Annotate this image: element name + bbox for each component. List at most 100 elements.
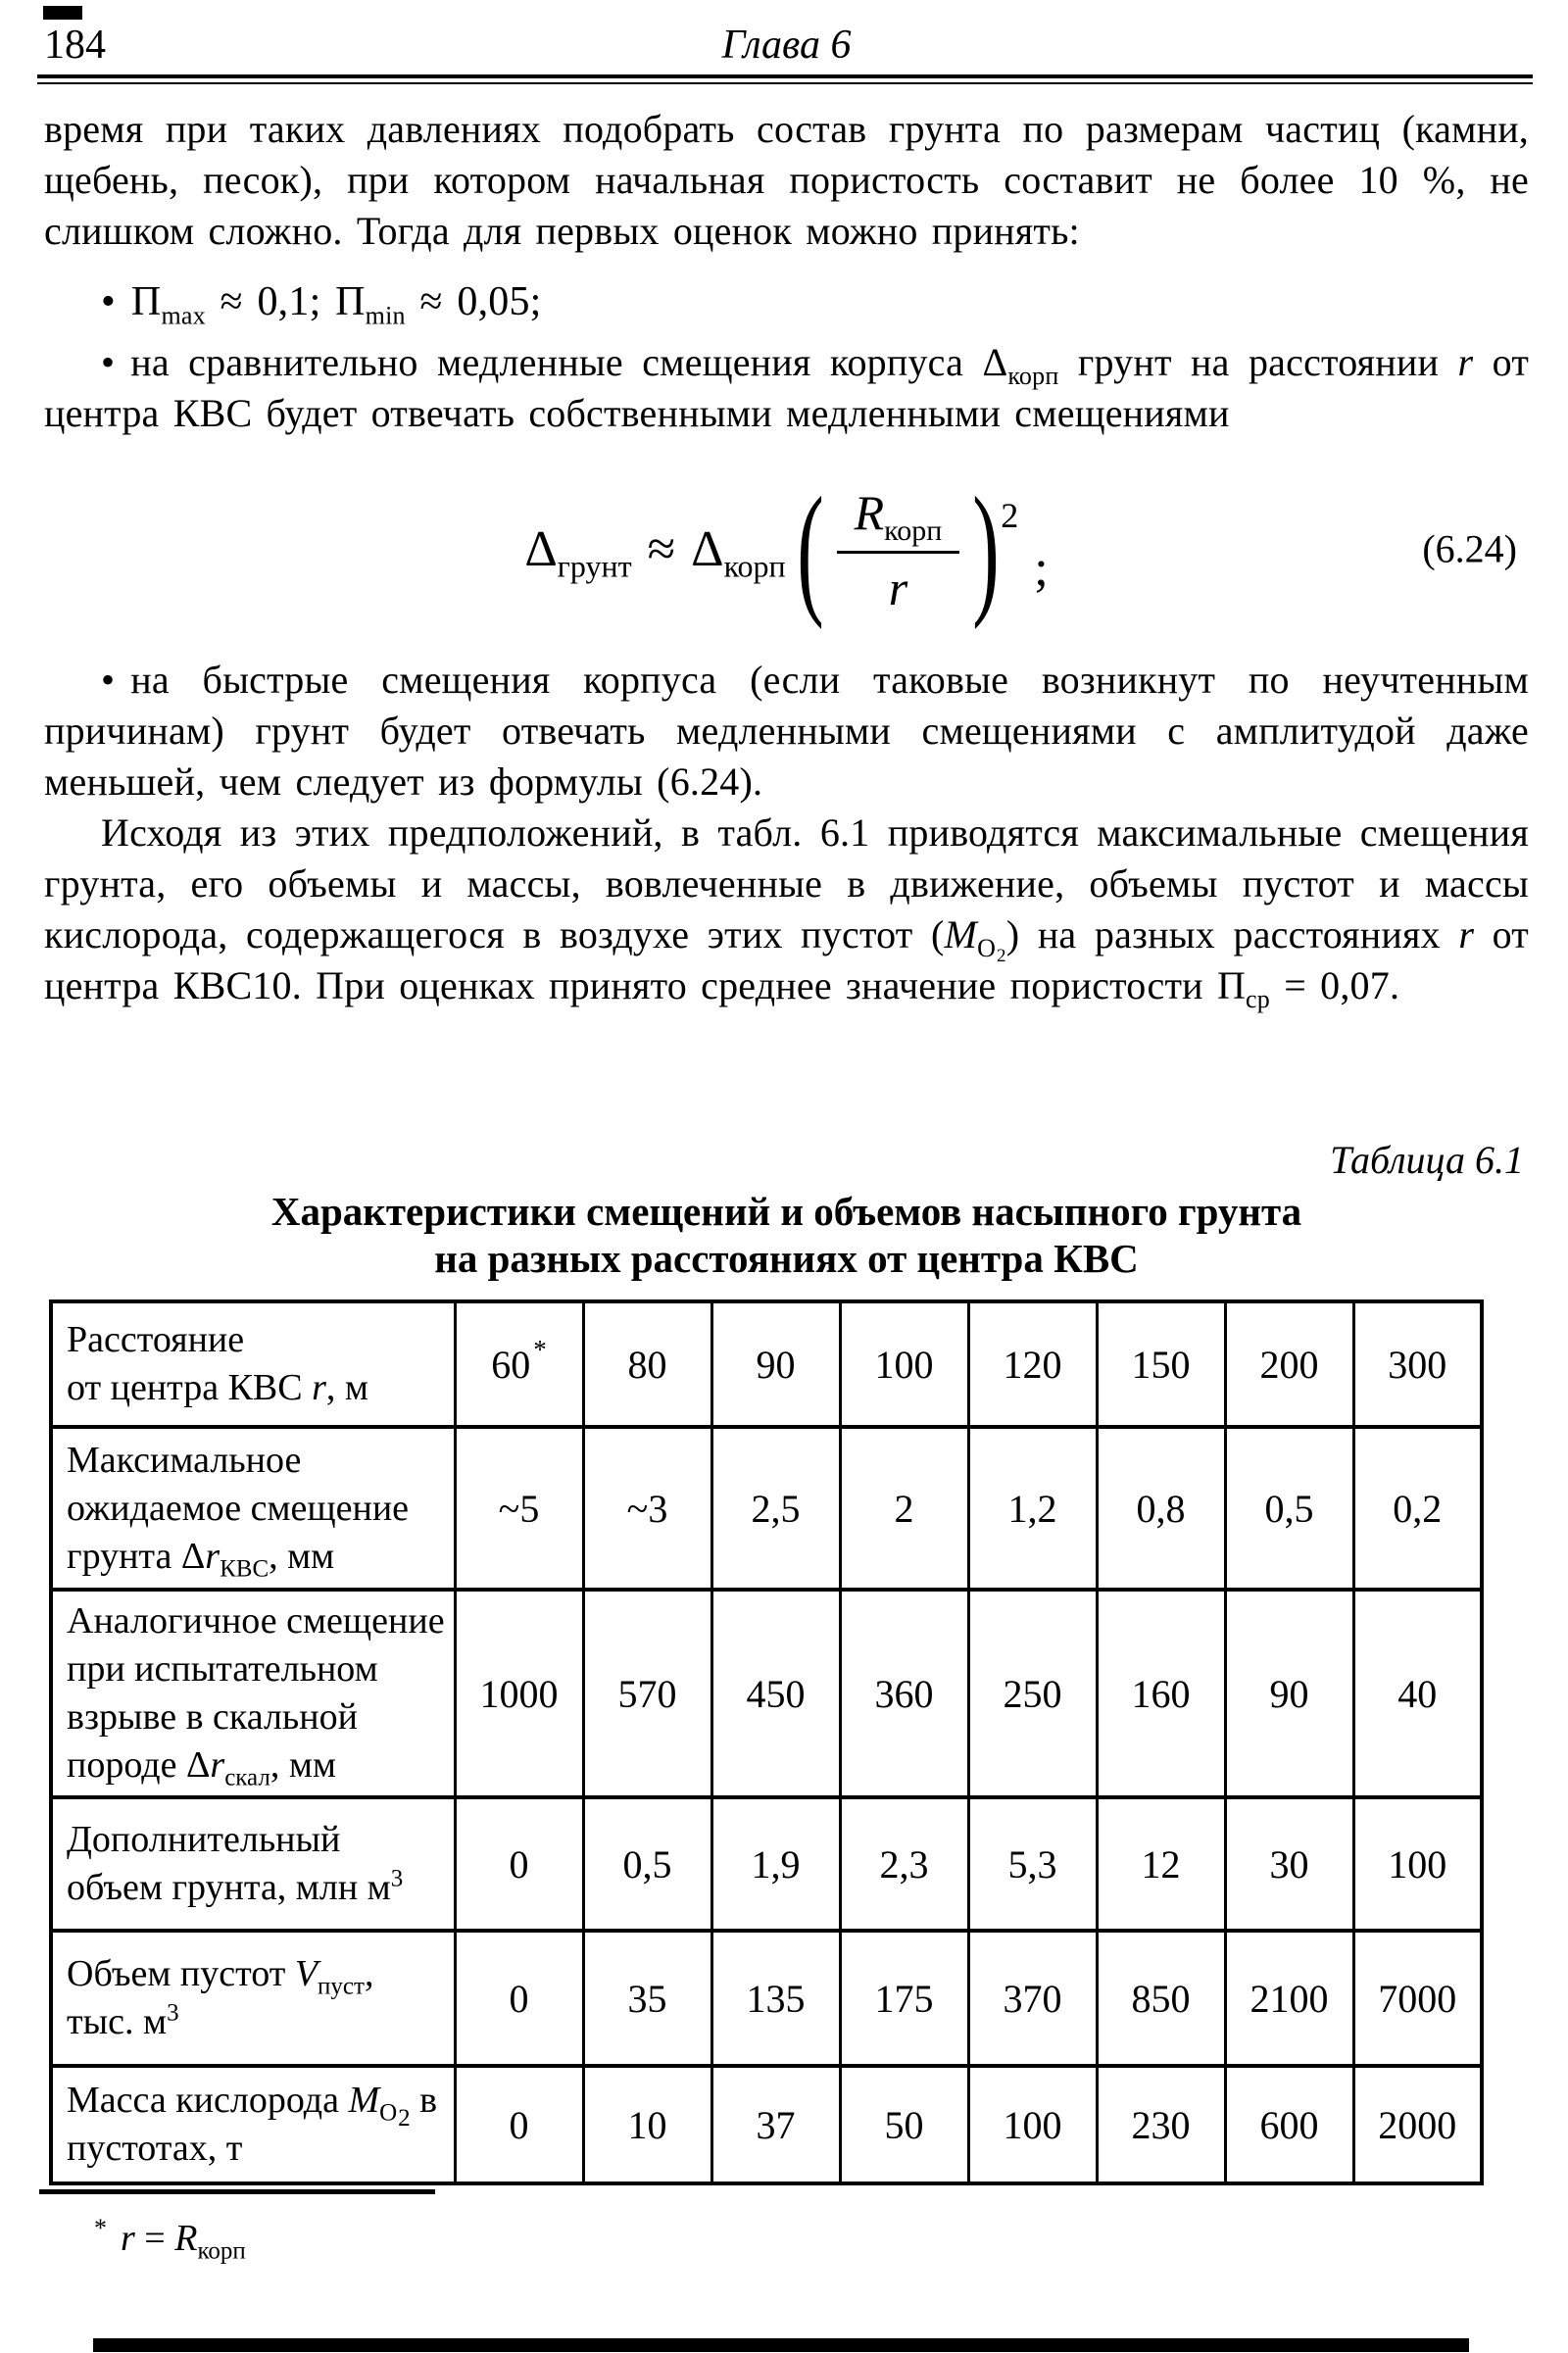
cell: 175 bbox=[838, 1929, 970, 2068]
cell: 40 bbox=[1351, 1588, 1484, 1799]
paragraph-soil-composition: время при таких давлениях подобрать сост… bbox=[44, 107, 1529, 253]
cell: 0,5 bbox=[1223, 1425, 1355, 1592]
bullet-slow-displacements: • на сравнительно медленные смещения корп… bbox=[44, 340, 1530, 435]
footnote: * r = Rкорп bbox=[94, 2214, 246, 2265]
cell: 850 bbox=[1095, 1929, 1227, 2068]
cell: 570 bbox=[581, 1588, 713, 1799]
equation-number: (6.24) bbox=[1422, 526, 1517, 571]
cell: 200 bbox=[1223, 1299, 1355, 1429]
cell: 37 bbox=[710, 2064, 842, 2185]
table-row-distance: Расстояние от центра КВС r, м 60 * 80 90 … bbox=[49, 1299, 1484, 1429]
cell: 90 bbox=[1223, 1588, 1355, 1799]
cell: 80 bbox=[581, 1299, 713, 1429]
footnote-rule bbox=[39, 2189, 435, 2194]
row-label-rock-blast: Аналогичное смещение при испытательном в… bbox=[49, 1588, 457, 1799]
cell: 10 bbox=[581, 2064, 713, 2185]
row-label-void-volume: Объем пустот Vпуст, тыс. м3 bbox=[49, 1929, 457, 2068]
table-caption: Таблица 6.1 bbox=[1330, 1138, 1524, 1182]
cell: 150 bbox=[1095, 1299, 1227, 1429]
r-variable: r bbox=[1458, 912, 1475, 956]
approx-sign: ≈ bbox=[647, 520, 676, 577]
cell: 600 bbox=[1223, 2064, 1355, 2185]
cell: 100 bbox=[838, 1299, 970, 1429]
cell: 100 bbox=[966, 2064, 1099, 2185]
cell: 1,9 bbox=[710, 1795, 842, 1933]
pi-sr-symbol: П bbox=[1216, 963, 1247, 1007]
fraction: Rкорп r bbox=[836, 482, 960, 616]
delta-korp-symbol: Δ bbox=[982, 340, 1008, 384]
cell: 7000 bbox=[1351, 1929, 1484, 2068]
cell: 2,3 bbox=[838, 1795, 970, 1933]
cell: 12 bbox=[1095, 1795, 1227, 1933]
table-row-additional-soil-volume: Дополнительный объем грунта, млн м3 0 0,… bbox=[49, 1795, 1484, 1933]
data-table-6-1: Расстояние от центра КВС r, м 60 * 80 90 … bbox=[49, 1299, 1484, 2185]
cell: 300 bbox=[1351, 1299, 1484, 1429]
cell: 0,8 bbox=[1095, 1425, 1227, 1592]
m-oxygen-symbol: M bbox=[944, 912, 978, 956]
bullet-icon: • bbox=[101, 340, 116, 384]
cell: 2100 bbox=[1223, 1929, 1355, 2068]
cell: 1000 bbox=[453, 1588, 585, 1799]
table-row-oxygen-mass: Масса кислорода MО2 в пустотах, т 0 10 3… bbox=[49, 2064, 1484, 2185]
cell: ~3 bbox=[581, 1425, 713, 1592]
table-row-rock-blast-displacement: Аналогичное смещение при испытательном в… bbox=[49, 1588, 1484, 1799]
table-row-max-displacement: Максимальное ожидаемое смещение грунта Δ… bbox=[49, 1425, 1484, 1592]
table-title-line2: на разных расстояниях от центра КВС bbox=[434, 1236, 1139, 1281]
table-title-line1: Характеристики смещений и объемов насыпн… bbox=[270, 1189, 1302, 1234]
page-number: 184 bbox=[44, 23, 106, 68]
chapter-title: Глава 6 bbox=[721, 23, 852, 68]
footnote-marker: * bbox=[533, 1334, 547, 1364]
fraction-numerator: Rкорп bbox=[836, 482, 960, 554]
cell: 0 bbox=[453, 1929, 585, 2068]
r-variable: r bbox=[1457, 340, 1474, 384]
delta-korp-term: Δкорп bbox=[691, 520, 786, 583]
row-label-max-displacement: Максимальное ожидаемое смещение грунта Δ… bbox=[49, 1425, 457, 1592]
cell: 0,2 bbox=[1351, 1425, 1484, 1592]
cell: 60 * bbox=[453, 1299, 585, 1429]
cell: 120 bbox=[966, 1299, 1099, 1429]
table-row-void-volume: Объем пустот Vпуст, тыс. м3 0 35 135 175… bbox=[49, 1929, 1484, 2068]
cell: 0,5 bbox=[581, 1795, 713, 1933]
delta-grunt-term: Δгрунт bbox=[524, 520, 632, 583]
cell: 50 bbox=[838, 2064, 970, 2185]
equation-6-24: Δгрунт ≈ Δкорп ( Rкорп r ) 2 ; bbox=[524, 467, 1049, 630]
cell: 90 bbox=[710, 1299, 842, 1429]
cell: 2,5 bbox=[710, 1425, 842, 1592]
row-label-additional-volume: Дополнительный объем грунта, млн м3 bbox=[49, 1795, 457, 1933]
cell: ~5 bbox=[453, 1425, 585, 1592]
row-label-distance: Расстояние от центра КВС r, м bbox=[49, 1299, 457, 1429]
header-rule bbox=[37, 74, 1533, 84]
bullet-icon: • bbox=[101, 279, 116, 324]
exponent: 2 bbox=[1001, 495, 1019, 535]
scan-artifact-top-left bbox=[43, 6, 82, 20]
footnote-marker: * bbox=[94, 2214, 107, 2243]
cell: 5,3 bbox=[966, 1795, 1099, 1933]
equation-6-24-block: Δгрунт ≈ Δкорп ( Rкорп r ) 2 ; (6.24) bbox=[44, 453, 1529, 645]
cell: 1,2 bbox=[966, 1425, 1099, 1592]
cell: 0 bbox=[453, 2064, 585, 2185]
pi-min-symbol: П bbox=[335, 279, 366, 324]
cell: 160 bbox=[1095, 1588, 1227, 1799]
cell: 360 bbox=[838, 1588, 970, 1799]
cell: 100 bbox=[1351, 1795, 1484, 1933]
cell: 250 bbox=[966, 1588, 1099, 1799]
bullet-fast-displacements: • на быстрые смещения корпуса (если таков… bbox=[44, 658, 1529, 804]
cell: 0 bbox=[453, 1795, 585, 1933]
row-label-oxygen-mass: Масса кислорода MО2 в пустотах, т bbox=[49, 2064, 457, 2185]
cell: 370 bbox=[966, 1929, 1099, 2068]
paragraph-table-intro: Исходя из этих предположений, в табл. 6.… bbox=[44, 810, 1529, 1013]
running-head: 184 Глава 6 bbox=[44, 22, 1529, 68]
cell: 2 bbox=[838, 1425, 970, 1592]
fraction-denominator: r bbox=[888, 560, 908, 615]
cell: 35 bbox=[581, 1929, 713, 2068]
bullet-porosity-values: • Пmax ≈ 0,1; Пmin ≈ 0,05; bbox=[101, 279, 542, 330]
cell: 450 bbox=[710, 1588, 842, 1799]
cell: 30 bbox=[1223, 1795, 1355, 1933]
pi-max-symbol: П bbox=[130, 279, 162, 324]
cell: 135 bbox=[710, 1929, 842, 2068]
bullet-icon: • bbox=[101, 658, 116, 702]
cell: 2000 bbox=[1351, 2064, 1484, 2185]
cell: 230 bbox=[1095, 2064, 1227, 2185]
scan-artifact-bottom-bar bbox=[93, 2338, 1469, 2352]
